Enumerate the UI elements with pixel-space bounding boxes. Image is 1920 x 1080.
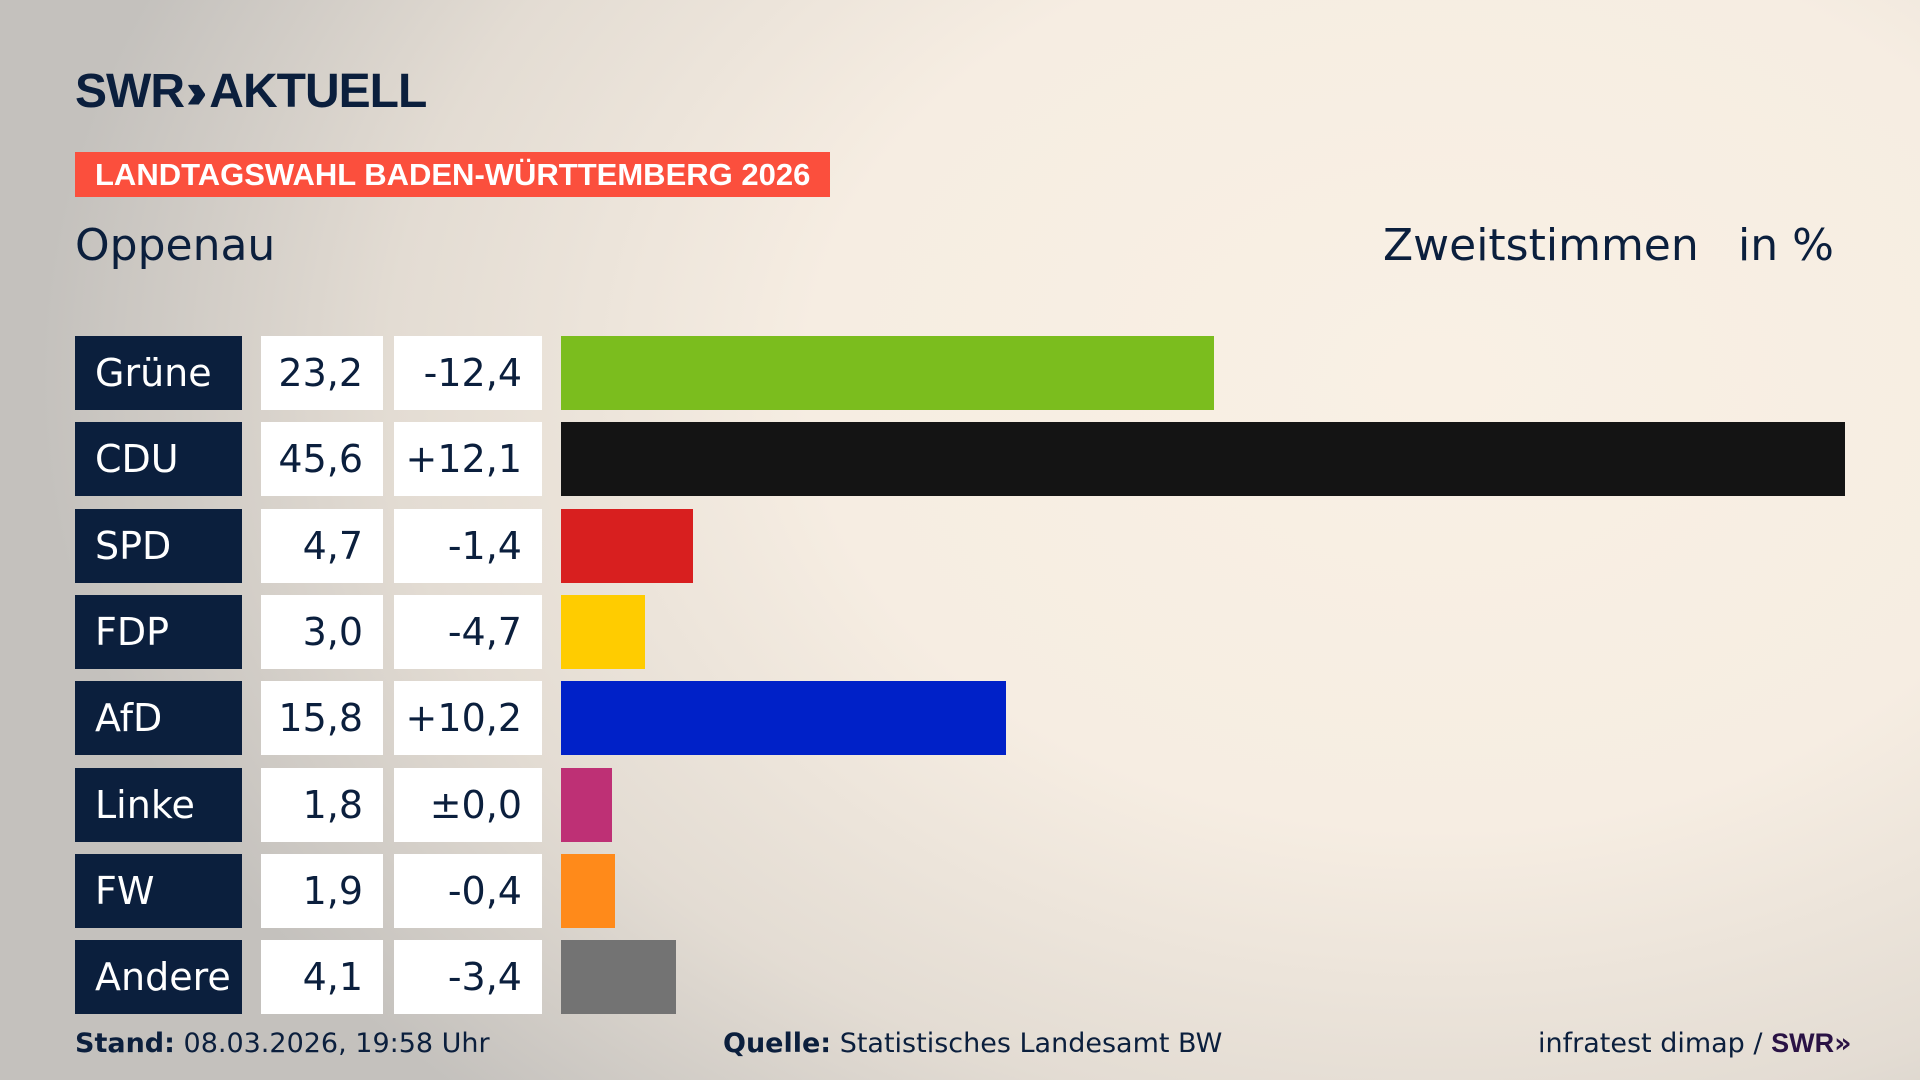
chevron-icon: » — [1834, 1028, 1852, 1059]
bar — [561, 336, 1215, 410]
vote-change: -1,4 — [394, 508, 542, 583]
party-label: CDU — [75, 422, 242, 497]
vote-change: -4,7 — [394, 594, 542, 669]
vote-share: 23,2 — [261, 336, 383, 410]
vote-share: 45,6 — [261, 422, 383, 497]
party-label: FW — [75, 853, 242, 928]
logo-suffix: AKTUELL — [209, 64, 427, 118]
stand-label: Stand: — [75, 1028, 175, 1059]
bar — [561, 940, 677, 1015]
party-label: AfD — [75, 681, 242, 756]
vote-share: 1,9 — [261, 853, 383, 928]
source-value: Statistisches Landesamt BW — [839, 1028, 1223, 1059]
vote-change: -12,4 — [394, 336, 542, 410]
stand-value: 08.03.2026, 19:58 Uhr — [183, 1028, 490, 1059]
vote-share: 4,7 — [261, 508, 383, 583]
swr-logo: SWR — [1771, 1028, 1835, 1058]
election-banner: LANDTAGSWAHL BADEN-WÜRTTEMBERG 2026 — [75, 152, 831, 197]
bar — [561, 508, 694, 583]
party-label: SPD — [75, 508, 242, 583]
vote-share: 1,8 — [261, 767, 383, 842]
party-label: Grüne — [75, 336, 242, 410]
bar — [561, 681, 1006, 756]
vote-change: +10,2 — [394, 681, 542, 756]
vote-share: 15,8 — [261, 681, 383, 756]
unit-label: in % — [1738, 220, 1834, 271]
vote-type: Zweitstimmen — [1383, 220, 1699, 271]
bar — [561, 594, 646, 669]
source: Quelle: Statistisches Landesamt BW — [723, 1028, 1222, 1059]
timestamp: Stand: 08.03.2026, 19:58 Uhr — [75, 1028, 490, 1059]
vote-change: +12,1 — [394, 422, 542, 497]
vote-share: 4,1 — [261, 940, 383, 1015]
bar — [561, 767, 612, 842]
swr-aktuell-logo: SWR ›› AKTUELL — [75, 63, 427, 119]
credit: infratest dimap / SWR» — [1538, 1028, 1852, 1059]
bar — [561, 853, 615, 928]
credit-text: infratest dimap / — [1538, 1028, 1763, 1059]
vote-share: 3,0 — [261, 594, 383, 669]
chevron-icon: ›› — [185, 63, 208, 119]
source-label: Quelle: — [723, 1028, 832, 1059]
party-label: Andere — [75, 940, 242, 1015]
vote-change: -0,4 — [394, 853, 542, 928]
vote-change: ±0,0 — [394, 767, 542, 842]
bar — [561, 422, 1845, 497]
party-label: FDP — [75, 594, 242, 669]
vote-change: -3,4 — [394, 940, 542, 1015]
party-label: Linke — [75, 767, 242, 842]
logo-text: SWR — [75, 64, 185, 118]
region-title: Oppenau — [75, 220, 276, 271]
